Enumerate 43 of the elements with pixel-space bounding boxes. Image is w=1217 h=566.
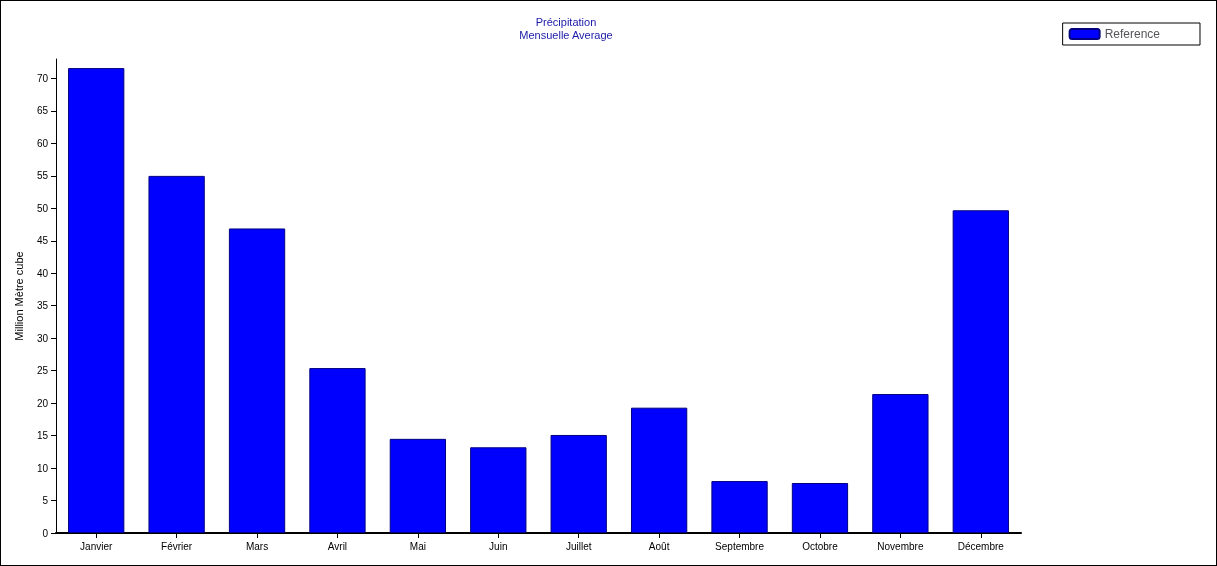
chart-subtitle: Mensuelle Average bbox=[519, 28, 613, 41]
x-tick-label: Septembre bbox=[715, 540, 765, 552]
y-tick-label: 60 bbox=[36, 137, 49, 149]
x-tick-label: Juin bbox=[489, 540, 508, 552]
y-tick-label: 5 bbox=[42, 495, 49, 507]
y-tick-label: 15 bbox=[36, 430, 49, 442]
bar bbox=[711, 481, 768, 533]
y-tick-label: 70 bbox=[36, 72, 49, 84]
x-tick-label: Novembre bbox=[877, 540, 924, 552]
bar bbox=[630, 407, 688, 533]
x-tick-label: Mars bbox=[245, 540, 269, 552]
bar bbox=[389, 438, 447, 533]
x-tick-label: Juillet bbox=[565, 540, 592, 552]
x-tick-label: Mai bbox=[409, 540, 426, 552]
bar bbox=[148, 175, 205, 533]
y-tick-label: 40 bbox=[36, 267, 49, 279]
y-tick-label: 30 bbox=[36, 332, 49, 344]
y-tick-label: 25 bbox=[36, 365, 49, 377]
y-tick-label: 35 bbox=[36, 300, 49, 312]
y-tick-label: 50 bbox=[36, 202, 49, 214]
x-tick-label: Avril bbox=[327, 540, 348, 552]
legend-label: Reference bbox=[1104, 27, 1161, 41]
y-tick-label: 10 bbox=[36, 462, 49, 474]
bar bbox=[68, 68, 125, 533]
bar bbox=[470, 447, 527, 533]
y-tick-label: 20 bbox=[36, 397, 49, 409]
y-tick-label: 0 bbox=[42, 527, 49, 539]
y-axis-title: Million Mètre cube bbox=[12, 251, 25, 341]
x-tick-label: Octobre bbox=[802, 540, 839, 552]
bar bbox=[550, 434, 607, 533]
bar bbox=[791, 483, 849, 533]
y-tick-label: 65 bbox=[36, 105, 49, 117]
x-tick-label: Décembre bbox=[957, 540, 1005, 552]
x-tick-label: Août bbox=[648, 540, 670, 552]
bar bbox=[952, 210, 1009, 533]
chart-title: Précipitation bbox=[535, 15, 597, 28]
bar bbox=[872, 394, 929, 533]
bar bbox=[309, 368, 366, 533]
y-tick-label: 45 bbox=[36, 235, 49, 247]
bar bbox=[228, 228, 286, 533]
y-tick-label: 55 bbox=[36, 170, 49, 182]
x-tick-label: Janvier bbox=[80, 540, 113, 552]
x-tick-label: Février bbox=[161, 540, 193, 552]
